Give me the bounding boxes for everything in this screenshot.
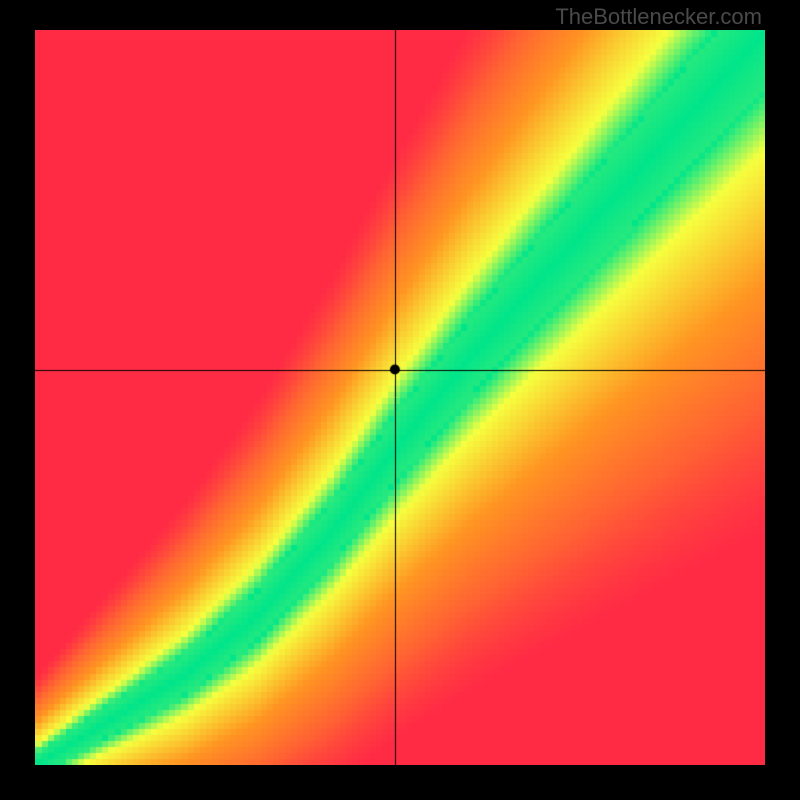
heatmap-canvas	[35, 30, 765, 765]
bottleneck-heatmap	[35, 30, 765, 765]
watermark-text: TheBottlenecker.com	[555, 4, 762, 30]
